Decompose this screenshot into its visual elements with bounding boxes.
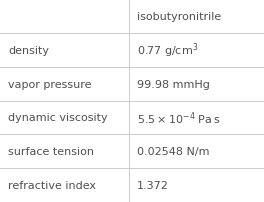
Text: 0.77 g/cm$^3$: 0.77 g/cm$^3$: [137, 41, 199, 60]
Text: density: density: [8, 45, 49, 56]
Text: vapor pressure: vapor pressure: [8, 79, 91, 89]
Text: 1.372: 1.372: [137, 180, 169, 190]
Text: surface tension: surface tension: [8, 146, 94, 157]
Text: refractive index: refractive index: [8, 180, 96, 190]
Text: dynamic viscosity: dynamic viscosity: [8, 113, 107, 123]
Text: isobutyronitrile: isobutyronitrile: [137, 12, 221, 22]
Text: 0.02548 N/m: 0.02548 N/m: [137, 146, 210, 157]
Text: $5.5\times10^{-4}$ Pa s: $5.5\times10^{-4}$ Pa s: [137, 109, 221, 126]
Text: 99.98 mmHg: 99.98 mmHg: [137, 79, 210, 89]
